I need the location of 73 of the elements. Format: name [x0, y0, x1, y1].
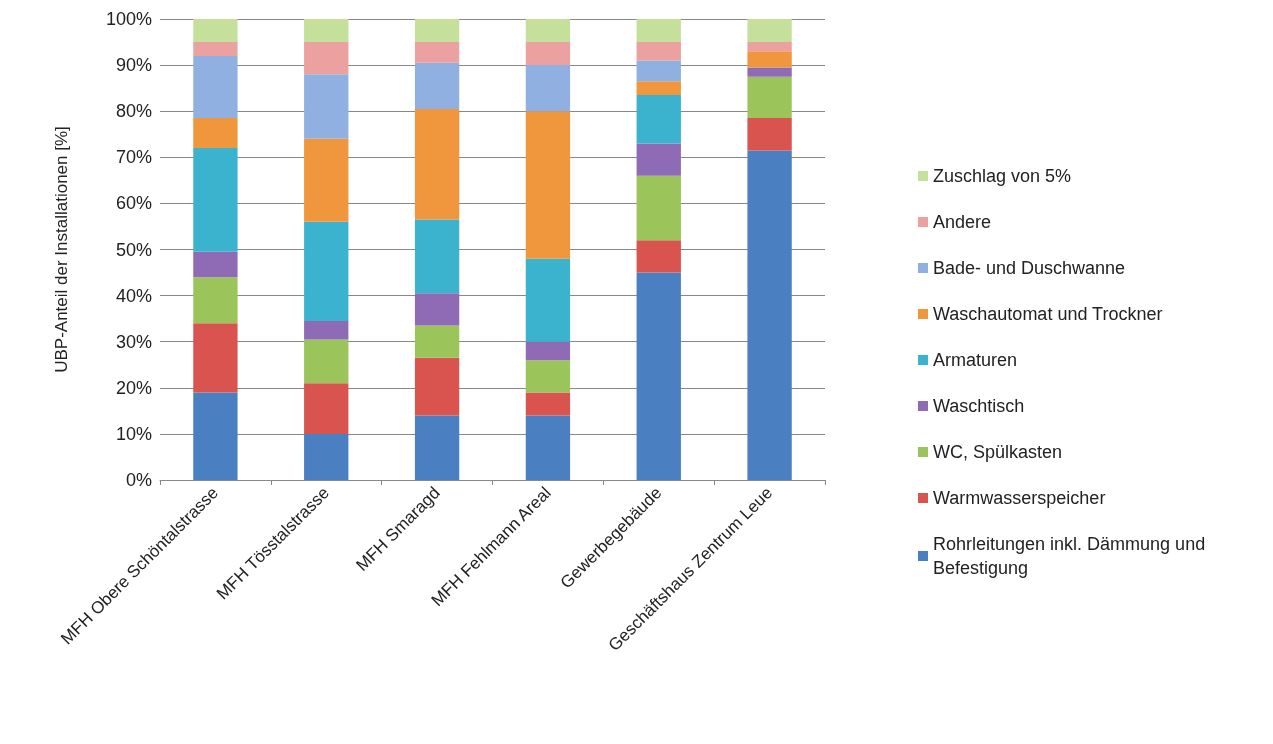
legend-label: Andere	[933, 212, 992, 232]
bar	[304, 320, 349, 340]
bar	[414, 415, 460, 480]
bar	[414, 42, 460, 63]
bar	[304, 19, 349, 43]
y-tick-label: 30%	[115, 331, 152, 352]
bar	[193, 148, 238, 252]
bar	[636, 19, 681, 43]
bar	[193, 392, 238, 480]
bar	[525, 415, 571, 480]
bar	[193, 251, 238, 278]
y-tick-label: 70%	[115, 147, 152, 168]
bar	[636, 81, 681, 96]
bar	[414, 325, 460, 358]
bar	[747, 118, 792, 151]
bar	[304, 383, 349, 434]
legend-label: Armaturen	[933, 350, 1018, 370]
y-tick-label: 50%	[115, 239, 152, 260]
bar	[747, 76, 792, 119]
bar	[525, 111, 571, 259]
bar	[414, 357, 460, 416]
bar	[304, 221, 349, 321]
bar	[636, 175, 681, 241]
bar	[414, 108, 460, 220]
y-tick-label: 20%	[115, 377, 152, 398]
bar	[747, 19, 792, 43]
bar	[414, 19, 460, 43]
y-tick-label: 60%	[115, 193, 152, 214]
bar	[525, 341, 571, 361]
y-tick-label: 10%	[115, 423, 152, 444]
legend-label: Waschautomat und Trockner	[933, 304, 1163, 324]
legend-label: Bade- und Duschwanne	[933, 258, 1126, 278]
bar	[525, 360, 571, 393]
bar	[304, 433, 349, 480]
bar	[636, 95, 681, 144]
bar	[304, 138, 349, 222]
bar	[304, 42, 349, 75]
legend-label: Warmwasserspeicher	[933, 488, 1106, 508]
bar	[747, 150, 792, 480]
bar	[193, 118, 238, 149]
y-tick-label: 0%	[125, 470, 152, 490]
bar	[304, 339, 349, 384]
bar	[193, 19, 238, 43]
bar	[525, 19, 571, 43]
bar	[414, 219, 460, 294]
bar	[525, 42, 571, 66]
bar	[193, 323, 238, 393]
y-tick-label: 100%	[105, 9, 152, 29]
y-tick-label: 90%	[115, 55, 152, 76]
bar	[636, 60, 681, 82]
bar	[747, 67, 792, 77]
bar	[304, 74, 349, 139]
legend-label: WC, Spülkasten	[933, 442, 1063, 462]
legend-label: Rohrleitungen inkl. Dämmung und Befestigung	[933, 534, 1211, 578]
bar	[525, 258, 571, 342]
y-axis-title: UBP-Anteil der Installationen [%]	[52, 126, 71, 373]
y-tick-label: 80%	[115, 101, 152, 122]
bar	[525, 392, 571, 416]
legend-label: Zuschlag von 5%	[933, 166, 1072, 186]
legend-label: Waschtisch	[933, 396, 1025, 416]
bar	[636, 42, 681, 61]
bar	[636, 143, 681, 176]
bar	[747, 51, 792, 68]
bar	[193, 277, 238, 324]
bar	[747, 42, 792, 52]
bar	[193, 42, 238, 56]
y-tick-label: 40%	[115, 285, 152, 306]
bar	[414, 62, 460, 109]
bar	[193, 55, 238, 119]
bar	[414, 293, 460, 326]
bar	[525, 65, 571, 112]
bar	[636, 240, 681, 273]
bar	[636, 272, 681, 480]
